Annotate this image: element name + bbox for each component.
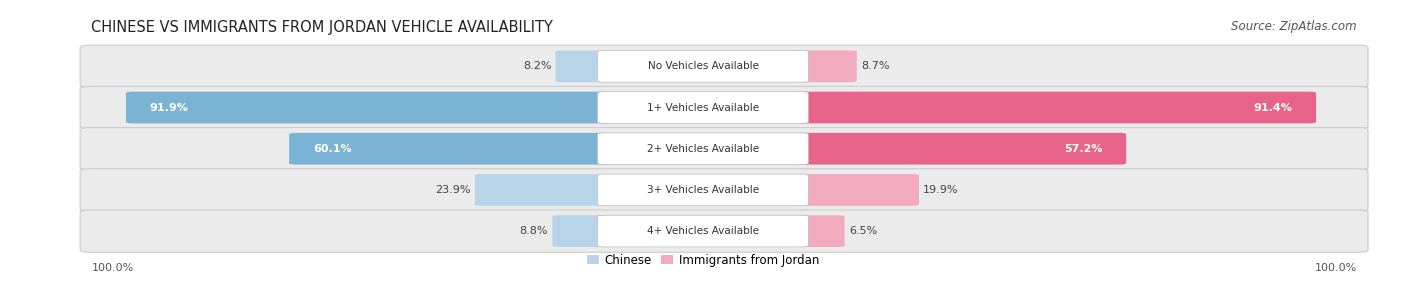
- Text: 8.7%: 8.7%: [860, 61, 890, 71]
- Text: 100.0%: 100.0%: [1315, 263, 1357, 273]
- FancyBboxPatch shape: [475, 174, 612, 206]
- Text: CHINESE VS IMMIGRANTS FROM JORDAN VEHICLE AVAILABILITY: CHINESE VS IMMIGRANTS FROM JORDAN VEHICL…: [91, 20, 554, 35]
- FancyBboxPatch shape: [794, 92, 1316, 123]
- FancyBboxPatch shape: [794, 133, 1126, 164]
- FancyBboxPatch shape: [598, 215, 808, 247]
- FancyBboxPatch shape: [80, 169, 1368, 211]
- Text: 2+ Vehicles Available: 2+ Vehicles Available: [647, 144, 759, 154]
- Text: 23.9%: 23.9%: [436, 185, 471, 195]
- FancyBboxPatch shape: [598, 51, 808, 82]
- FancyBboxPatch shape: [80, 86, 1368, 129]
- FancyBboxPatch shape: [80, 45, 1368, 88]
- Text: 100.0%: 100.0%: [91, 263, 134, 273]
- Text: 91.9%: 91.9%: [150, 103, 188, 112]
- Text: 8.2%: 8.2%: [523, 61, 551, 71]
- FancyBboxPatch shape: [598, 133, 808, 164]
- Text: No Vehicles Available: No Vehicles Available: [648, 61, 758, 71]
- FancyBboxPatch shape: [80, 128, 1368, 170]
- Text: 1+ Vehicles Available: 1+ Vehicles Available: [647, 103, 759, 112]
- Text: 60.1%: 60.1%: [314, 144, 352, 154]
- FancyBboxPatch shape: [127, 92, 612, 123]
- FancyBboxPatch shape: [794, 174, 920, 206]
- Text: 4+ Vehicles Available: 4+ Vehicles Available: [647, 226, 759, 236]
- FancyBboxPatch shape: [794, 215, 845, 247]
- FancyBboxPatch shape: [553, 215, 612, 247]
- Text: 91.4%: 91.4%: [1253, 103, 1292, 112]
- Text: 6.5%: 6.5%: [849, 226, 877, 236]
- FancyBboxPatch shape: [80, 210, 1368, 252]
- FancyBboxPatch shape: [794, 51, 856, 82]
- FancyBboxPatch shape: [598, 174, 808, 206]
- Text: 57.2%: 57.2%: [1064, 144, 1102, 154]
- Text: Source: ZipAtlas.com: Source: ZipAtlas.com: [1232, 20, 1357, 33]
- FancyBboxPatch shape: [290, 133, 612, 164]
- Legend: Chinese, Immigrants from Jordan: Chinese, Immigrants from Jordan: [582, 249, 824, 271]
- FancyBboxPatch shape: [555, 51, 612, 82]
- Text: 3+ Vehicles Available: 3+ Vehicles Available: [647, 185, 759, 195]
- Text: 19.9%: 19.9%: [924, 185, 959, 195]
- FancyBboxPatch shape: [598, 92, 808, 123]
- Text: 8.8%: 8.8%: [520, 226, 548, 236]
